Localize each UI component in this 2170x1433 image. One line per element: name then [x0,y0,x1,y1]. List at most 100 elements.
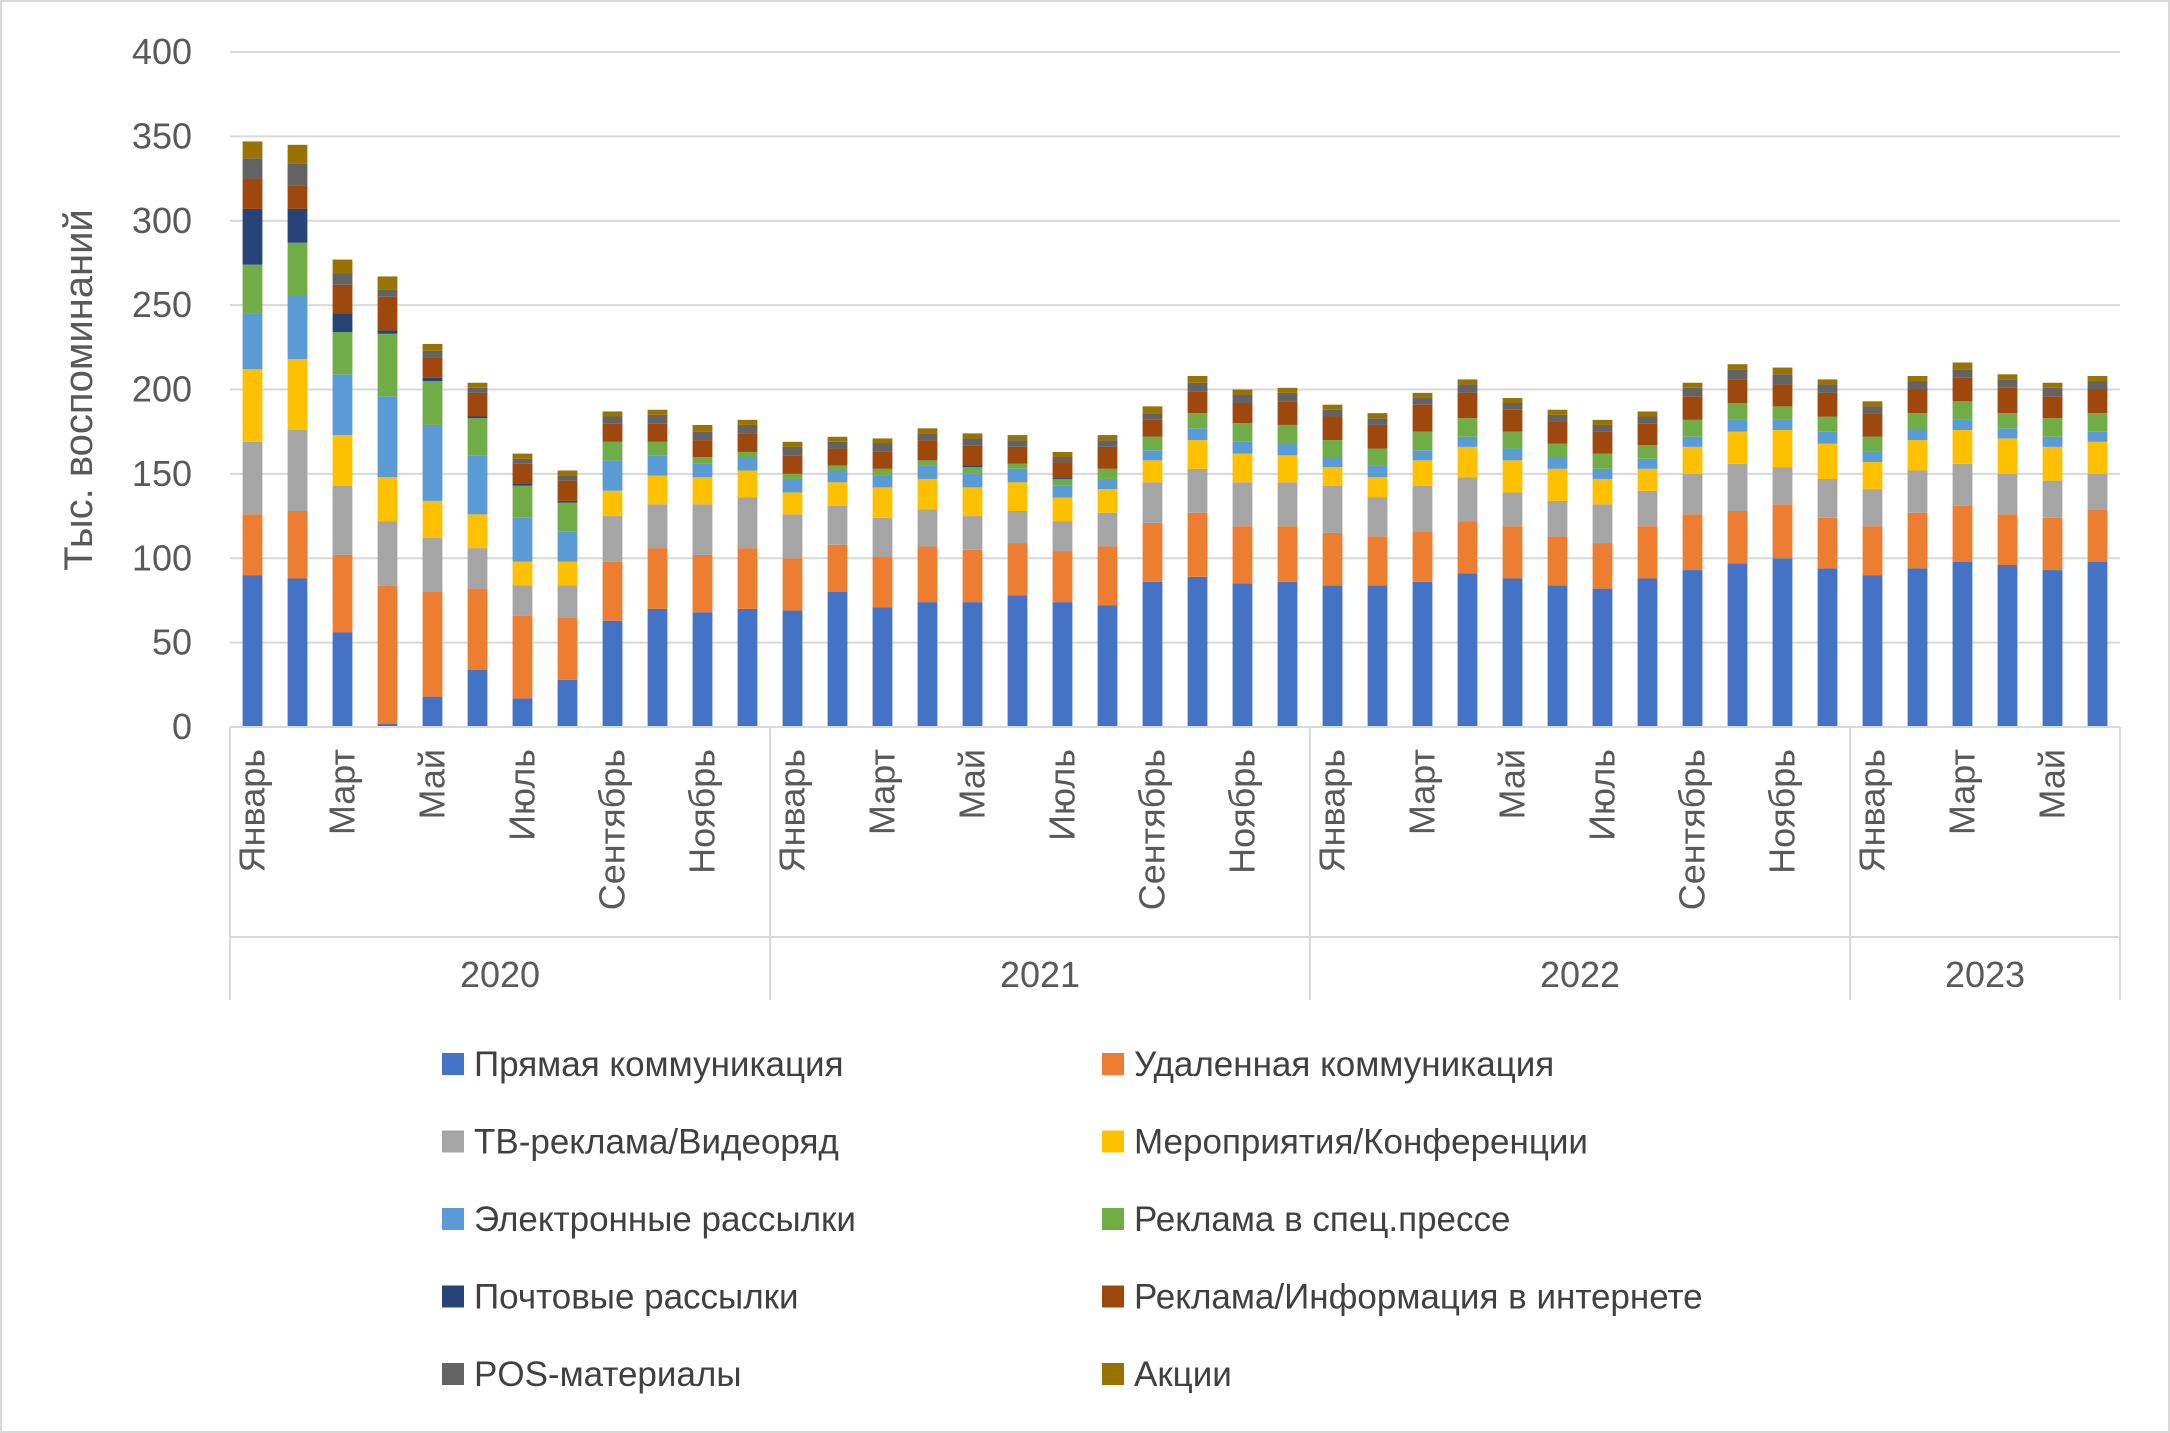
bar-segment [1862,462,1883,490]
legend-item: Реклама/Информация в интернете [1102,1278,1703,1317]
bar-segment [332,259,353,274]
bar-segment [1007,543,1028,596]
bar-segment [1187,440,1208,469]
bar-segment [287,208,308,243]
bar-segment [1592,588,1613,727]
bar-segment [1007,435,1028,441]
legend-label: Почтовые рассылки [474,1278,799,1317]
bar-segment [917,440,938,461]
bar-segment [962,465,983,468]
month-label: Июль [502,749,543,841]
bar-segment [1862,401,1883,407]
bar-segment [782,492,803,515]
bar-segment [1907,440,1928,471]
bar-segment [1997,514,2018,565]
bar-segment [1277,455,1298,483]
bar-segment [1367,413,1388,419]
bar-segment [692,440,713,457]
bar-segment [1232,403,1253,424]
legend-swatch [442,1130,464,1153]
bar-segment [1727,419,1748,432]
bar-segment [467,416,488,419]
bar-segment [287,578,308,727]
bar-segment [512,485,533,518]
month-label: Сентябрь [592,749,633,910]
bar-segment [827,470,848,483]
bar-segment [1052,521,1073,552]
month-label: Март [1942,749,1983,835]
bar-segment [422,377,443,382]
bar-segment [1637,458,1658,469]
bar-segment [692,504,713,555]
x-axis: 2020 2021 2022 2023 Январь Март Май Июль Сентябр… [229,726,2121,1000]
month-label: Июль [1042,749,1083,841]
bar-segment [1907,381,1928,390]
bar-segment [962,467,983,474]
bar-segment [1097,478,1118,490]
bar-segment [1277,392,1298,402]
bar-segment [1862,451,1883,463]
legend-label: ТВ-реклама/Видеоряд [474,1123,839,1162]
bar-segment [1997,374,2018,380]
bar-segment [602,561,623,621]
bar-segment [1052,551,1073,603]
bar-segment [1232,389,1253,395]
bar-segment [1817,416,1838,432]
bar-segment [1592,543,1613,589]
bar-segment [1457,418,1478,437]
bar-segment [512,585,533,616]
legend-label: Прямая коммуникация [474,1045,844,1084]
bar-segment [2042,382,2063,388]
bar-segment [962,473,983,488]
bar-segment [827,465,848,471]
bar-segment [332,485,353,555]
bar-segment [647,409,668,415]
bar-segment [512,517,533,562]
bar-segment [557,531,578,562]
bar-segment [962,445,983,466]
bar-segment [1862,575,1883,727]
bar-segment [737,608,758,727]
bar-segment [1547,500,1568,537]
month-label: Январь [1852,749,1893,872]
bar-segment [827,482,848,506]
bar-segment [1367,536,1388,586]
bar-segment [602,460,623,491]
legend-swatch [1102,1285,1124,1308]
bar-segment [377,477,398,522]
bar-segment [377,585,398,724]
year-label: 2021 [1000,954,1080,995]
legend-swatch [1102,1363,1124,1385]
y-tick-label: 50 [152,622,192,663]
bar-segment [1277,401,1298,425]
bar-segment [1997,473,2018,515]
bar-segment [1547,468,1568,501]
bar-segment [1457,446,1478,478]
bar-segment [1547,457,1568,469]
bar-segment [1142,460,1163,483]
legend-swatch [442,1208,464,1230]
bar-segment [1232,583,1253,727]
bar-segment [2042,517,2063,571]
bar-segment [1277,482,1298,527]
bar-segment [1277,443,1298,456]
bar-segment [1142,482,1163,523]
bar-segment [782,610,803,727]
bar-segment [1547,409,1568,415]
bar-segment [602,441,623,461]
bar-segment [1997,438,2018,474]
bar-segment [872,607,893,727]
year-label: 2023 [1945,954,2025,995]
bar-segment [557,470,578,476]
bar-segment [647,441,668,456]
bar-segment [1007,511,1028,544]
bar-segment [1232,453,1253,483]
bar-segment [602,620,623,727]
legend-item: Электронные рассылки [442,1200,856,1239]
bar-segment [377,723,398,727]
bar-segment [1817,431,1838,444]
bar-segment [242,208,263,265]
bar-segment [1727,431,1748,464]
bar-segment [467,669,488,727]
